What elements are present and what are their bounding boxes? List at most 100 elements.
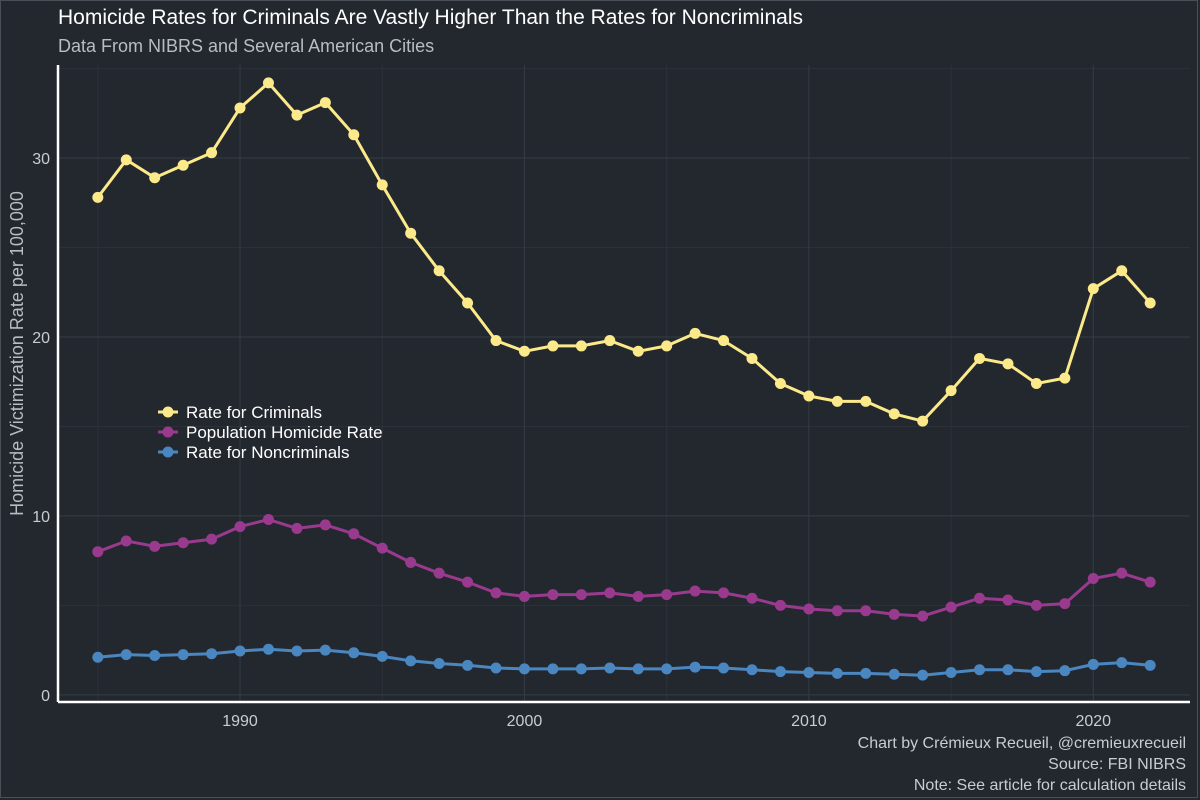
data-point — [1002, 358, 1014, 370]
data-point — [319, 519, 331, 531]
data-point — [234, 102, 246, 114]
data-point — [1059, 665, 1071, 677]
x-tick-label: 2020 — [1075, 713, 1111, 730]
data-point — [689, 327, 701, 339]
data-point — [319, 97, 331, 109]
data-point — [774, 599, 786, 611]
data-point — [632, 663, 644, 675]
data-point — [206, 648, 218, 660]
data-point — [774, 666, 786, 678]
data-point — [1059, 372, 1071, 384]
data-point — [575, 340, 587, 352]
data-point — [376, 542, 388, 554]
data-point — [604, 662, 616, 674]
series-line-2 — [96, 647, 1152, 677]
data-point — [803, 390, 815, 402]
data-point — [1030, 599, 1042, 611]
data-point — [291, 522, 303, 534]
data-point — [291, 645, 303, 657]
data-point — [433, 567, 445, 579]
data-point — [945, 385, 957, 397]
data-point — [518, 663, 530, 675]
data-point — [348, 528, 360, 540]
series-line-1 — [96, 518, 1152, 618]
data-point — [1087, 573, 1099, 585]
data-point — [405, 556, 417, 568]
y-tick-label: 0 — [41, 688, 50, 705]
data-point — [888, 408, 900, 420]
data-point — [149, 540, 161, 552]
data-point — [1087, 658, 1099, 670]
data-point — [433, 265, 445, 277]
data-point — [490, 662, 502, 674]
data-point — [575, 663, 587, 675]
data-point — [177, 159, 189, 171]
data-point — [1116, 567, 1128, 579]
data-point — [547, 663, 559, 675]
legend-label: Rate for Criminals — [186, 403, 322, 422]
data-point — [917, 415, 929, 427]
data-point — [604, 587, 616, 599]
y-tick-label: 30 — [32, 151, 50, 168]
data-point — [860, 667, 872, 679]
data-point — [860, 605, 872, 617]
x-tick-label: 2010 — [791, 713, 827, 730]
y-tick-label: 10 — [32, 509, 50, 526]
data-point — [262, 77, 274, 89]
data-point — [120, 649, 132, 661]
data-point — [718, 335, 730, 347]
data-point — [405, 227, 417, 239]
data-point — [149, 172, 161, 184]
data-point — [462, 659, 474, 671]
y-tick-label: 20 — [32, 330, 50, 347]
legend-key-point — [162, 406, 174, 418]
data-point — [490, 587, 502, 599]
data-point — [718, 662, 730, 674]
data-point — [262, 513, 274, 525]
data-point — [376, 650, 388, 662]
data-point — [92, 546, 104, 558]
caption-source: Source: FBI NIBRS — [1048, 756, 1186, 773]
data-point — [1002, 664, 1014, 676]
x-tick-label: 1990 — [222, 713, 258, 730]
data-point — [547, 340, 559, 352]
data-point — [917, 610, 929, 622]
data-point — [120, 154, 132, 166]
data-point — [518, 345, 530, 357]
data-point — [774, 378, 786, 389]
data-point — [348, 129, 360, 141]
legend-label: Population Homicide Rate — [186, 423, 383, 442]
data-point — [149, 649, 161, 661]
data-point — [632, 590, 644, 602]
data-point — [831, 395, 843, 407]
data-point — [661, 589, 673, 601]
data-point — [433, 658, 445, 670]
chart-title: Homicide Rates for Criminals Are Vastly … — [58, 6, 803, 29]
data-point — [860, 395, 872, 407]
data-point — [177, 649, 189, 661]
data-point — [945, 666, 957, 678]
data-point — [177, 537, 189, 549]
data-point — [1030, 666, 1042, 678]
legend-key-point — [162, 426, 174, 438]
data-point — [632, 345, 644, 357]
legend-key-point — [162, 446, 174, 458]
data-point — [462, 297, 474, 309]
data-point — [974, 352, 986, 364]
data-point — [120, 535, 132, 547]
data-point — [291, 109, 303, 121]
data-point — [831, 605, 843, 617]
data-point — [234, 645, 246, 657]
data-point — [604, 335, 616, 347]
chart-subtitle: Data From NIBRS and Several American Cit… — [58, 36, 435, 56]
caption-credit: Chart by Crémieux Recueil, @cremieuxrecu… — [857, 735, 1186, 752]
data-point — [1144, 297, 1156, 309]
x-tick-label: 2000 — [507, 713, 543, 730]
data-point — [206, 533, 218, 545]
data-point — [974, 664, 986, 676]
data-point — [547, 589, 559, 601]
data-point — [888, 668, 900, 680]
data-point — [746, 664, 758, 676]
data-point — [917, 669, 929, 681]
